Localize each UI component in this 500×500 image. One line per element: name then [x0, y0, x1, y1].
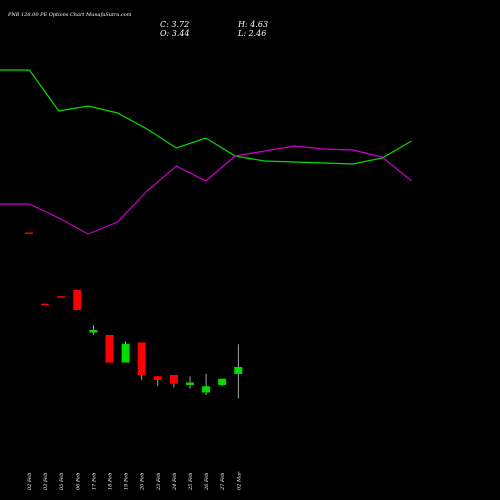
- chart-title: PNB 126.00 PE Options Chart MunafaSutra.…: [8, 12, 132, 18]
- candle-down: [41, 303, 50, 306]
- date-tick-label: 25 Feb: [188, 473, 194, 491]
- candle-down: [73, 290, 82, 310]
- date-tick-label: 23 Feb: [156, 473, 162, 491]
- purple-indicator-line: [0, 145, 412, 235]
- date-tick-label: 05 Feb: [59, 473, 65, 490]
- candle-down: [153, 376, 162, 380]
- date-tick-label: 17 Feb: [91, 473, 97, 490]
- candle-down: [57, 296, 66, 298]
- date-tick-label: 24 Feb: [172, 473, 178, 491]
- date-tick-label: 27 Feb: [220, 473, 226, 491]
- candle-up: [186, 382, 194, 385]
- date-tick-label: 02 Feb: [27, 473, 33, 490]
- high-value: H: 4.63: [238, 20, 269, 29]
- date-tick-label: 19 Feb: [124, 473, 130, 490]
- date-tick-label: 26 Feb: [204, 473, 210, 491]
- candle-down: [105, 335, 114, 363]
- open-value: O: 3.44: [160, 29, 190, 38]
- candle-up: [89, 330, 98, 333]
- candle-down: [169, 375, 178, 384]
- date-tick-label: 02 Mar: [236, 471, 242, 490]
- candle-down: [137, 342, 146, 375]
- date-tick-label: 03 Feb: [43, 473, 49, 490]
- date-tick-label: 18 Feb: [108, 473, 114, 490]
- candle-down: [25, 232, 33, 234]
- candle-up: [234, 367, 243, 374]
- low-value: L: 2.46: [238, 29, 267, 38]
- candle-up: [121, 343, 130, 363]
- date-tick-label: 20 Feb: [140, 473, 146, 491]
- date-tick-label: 06 Feb: [75, 473, 81, 490]
- green-indicator-line: [0, 69, 412, 165]
- close-value: C: 3.72: [160, 20, 190, 29]
- candle-up: [218, 378, 227, 385]
- candle-up: [202, 386, 211, 393]
